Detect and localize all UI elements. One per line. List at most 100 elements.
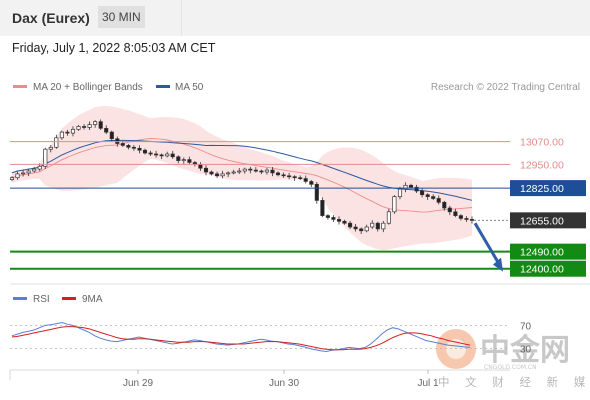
candle [453, 211, 458, 216]
candle [353, 226, 358, 230]
candle [154, 153, 159, 156]
candle [37, 165, 42, 170]
candle [165, 153, 170, 157]
candle [54, 137, 59, 148]
level-resistance-1-label: 12950.00 [520, 159, 564, 171]
candle [126, 145, 131, 148]
candle [82, 126, 87, 128]
candle [336, 219, 342, 222]
candle [364, 226, 369, 232]
legend-bollinger-label: MA 20 + Bollinger Bands [33, 82, 143, 93]
legend-9ma-swatch [62, 297, 76, 300]
legend-ma50-label: MA 50 [175, 82, 204, 93]
candle [292, 176, 297, 179]
candle [26, 170, 31, 174]
candle [242, 168, 247, 172]
candle [392, 196, 397, 213]
candle [420, 190, 425, 196]
candle [148, 152, 153, 155]
candle [425, 194, 430, 197]
candle [43, 148, 48, 167]
candle [109, 131, 114, 140]
candle [431, 196, 436, 199]
forecast-arrow-shaft [473, 222, 502, 267]
candle [381, 222, 386, 230]
watermark-brand: 中金网 [480, 333, 570, 368]
rsi-tick-label-30: 30 [520, 345, 532, 356]
candle [298, 177, 303, 180]
candle [375, 222, 380, 230]
watermark-domain: CNGOLD.COM.CN [484, 364, 537, 371]
candle [248, 168, 253, 171]
candle [314, 183, 319, 201]
candle [436, 198, 441, 203]
timestamp: Friday, July 1, 2022 8:05:03 AM CET [12, 41, 216, 55]
candle [142, 149, 148, 154]
timeframe-button[interactable]: 30 MIN [98, 6, 145, 28]
candle [287, 175, 292, 178]
candle [325, 215, 330, 218]
candle [131, 146, 136, 149]
candle [253, 169, 258, 172]
level-current-3-label: 12655.00 [520, 215, 564, 227]
candle [104, 128, 109, 133]
level-resistance-0-label: 13070.00 [520, 137, 564, 149]
candle [359, 228, 364, 232]
candle [21, 172, 26, 175]
level-pivot-2-label: 12825.00 [520, 183, 564, 195]
candle [281, 174, 286, 177]
candle [348, 222, 353, 228]
candle [403, 184, 408, 190]
candle [70, 128, 76, 134]
candle [386, 211, 391, 224]
header-divider [181, 0, 182, 36]
instrument-title: Dax (Eurex) [12, 10, 90, 26]
level-support-4-tag [510, 243, 586, 260]
candle [275, 172, 281, 176]
legend-rsi-label: RSI [33, 294, 50, 305]
candle [15, 173, 20, 179]
candle [237, 170, 242, 173]
legend-rsi-swatch [13, 297, 27, 300]
watermark: 中金网 CNGOLD.COM.CN 中 文 财 经 新 媒 体 [436, 329, 590, 389]
level-support-5-label: 12400.00 [520, 264, 564, 276]
candle [458, 215, 463, 219]
candle [59, 131, 64, 139]
level-pivot-2-tag [510, 180, 586, 197]
level-support-4-label: 12490.00 [520, 247, 564, 259]
candle [226, 172, 231, 175]
candle [442, 201, 447, 209]
candle [98, 121, 103, 129]
candle [32, 168, 37, 172]
candle [170, 153, 175, 158]
candle [464, 218, 469, 220]
candle [264, 169, 269, 173]
candle [215, 173, 220, 177]
candle [120, 143, 125, 146]
candle [187, 159, 192, 163]
legend-bollinger-swatch [13, 85, 27, 88]
level-current-3-tag [510, 212, 586, 229]
x-tick-label-1: Jun 30 [269, 378, 299, 389]
candle [198, 164, 203, 169]
bollinger-band [12, 105, 472, 251]
rsi-ma-line [11, 326, 471, 351]
forecast-arrow-icon [493, 257, 503, 272]
candle [270, 169, 275, 174]
candle [320, 200, 325, 216]
candle [9, 177, 15, 180]
candle [137, 147, 142, 151]
legend-ma50-swatch [156, 85, 170, 88]
rsi-tick-label-70: 70 [520, 321, 532, 332]
legend-9ma-label: 9MA [82, 294, 103, 305]
candle [397, 188, 403, 198]
candle [342, 220, 347, 224]
x-tick-label-2: Jul 1 [417, 378, 439, 389]
candle [469, 219, 475, 221]
candle [181, 159, 186, 161]
rsi-line [11, 321, 471, 353]
candle [76, 126, 81, 130]
x-tick-label-0: Jun 29 [123, 378, 153, 389]
candle [408, 184, 414, 188]
